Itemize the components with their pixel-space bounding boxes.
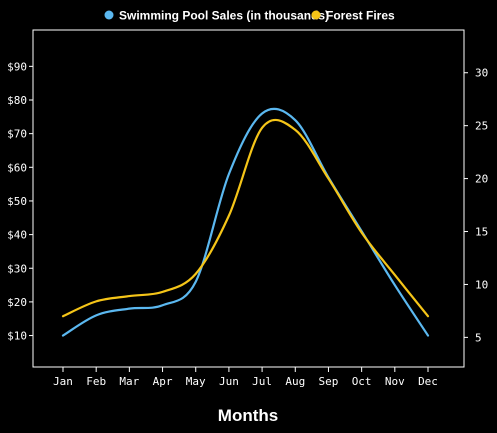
x-tick-label: Mar bbox=[119, 375, 139, 388]
legend-forest-fires-swatch bbox=[311, 10, 321, 20]
x-tick-label: Apr bbox=[153, 375, 173, 388]
x-tick-label: Aug bbox=[285, 375, 305, 388]
x-tick-label: Jun bbox=[219, 375, 239, 388]
right-tick-label: 30 bbox=[475, 67, 488, 80]
right-y-axis: 5 10 15 20 25 30 bbox=[464, 67, 488, 344]
x-tick-label: Jul bbox=[252, 375, 272, 388]
x-tick-label: Jan bbox=[53, 375, 73, 388]
left-tick-label: $70 bbox=[7, 128, 27, 141]
forest-fires-line bbox=[61, 118, 430, 318]
left-tick-label: $10 bbox=[7, 330, 27, 343]
x-tick-label: Dec bbox=[418, 375, 438, 388]
series-layer bbox=[61, 107, 430, 337]
right-tick-label: 20 bbox=[475, 173, 488, 186]
x-tick-label: Nov bbox=[385, 375, 405, 388]
right-tick-label: 5 bbox=[475, 331, 482, 344]
legend-swimming-pool-sales-label: Swimming Pool Sales (in thousands) bbox=[119, 9, 329, 23]
right-tick-label: 10 bbox=[475, 278, 488, 291]
left-tick-label: $30 bbox=[7, 262, 27, 275]
left-tick-label: $50 bbox=[7, 195, 27, 208]
x-tick-label: May bbox=[186, 375, 206, 388]
x-tick-label: Feb bbox=[86, 375, 106, 388]
x-axis: Jan Feb Mar Apr May Jun Jul Aug Sep Oct Nov Dec bbox=[53, 367, 438, 388]
left-tick-label: $40 bbox=[7, 229, 27, 242]
plot-frame bbox=[32, 29, 465, 368]
legend-forest-fires-label: Forest Fires bbox=[326, 9, 395, 23]
left-tick-label: $80 bbox=[7, 94, 27, 107]
left-y-axis: $10 $20 $30 $40 $50 $60 $70 $80 $90 bbox=[7, 60, 33, 343]
legend: Swimming Pool Sales (in thousands)Forest… bbox=[104, 9, 395, 23]
right-tick-label: 25 bbox=[475, 120, 488, 133]
right-tick-label: 15 bbox=[475, 226, 488, 239]
legend-swimming-pool-sales-swatch bbox=[104, 10, 114, 20]
x-tick-label: Sep bbox=[319, 375, 339, 388]
x-tick-label: Oct bbox=[352, 375, 372, 388]
left-tick-label: $90 bbox=[7, 60, 27, 73]
left-tick-label: $60 bbox=[7, 161, 27, 174]
x-axis-title: Months bbox=[218, 406, 278, 425]
left-tick-label: $20 bbox=[7, 296, 27, 309]
